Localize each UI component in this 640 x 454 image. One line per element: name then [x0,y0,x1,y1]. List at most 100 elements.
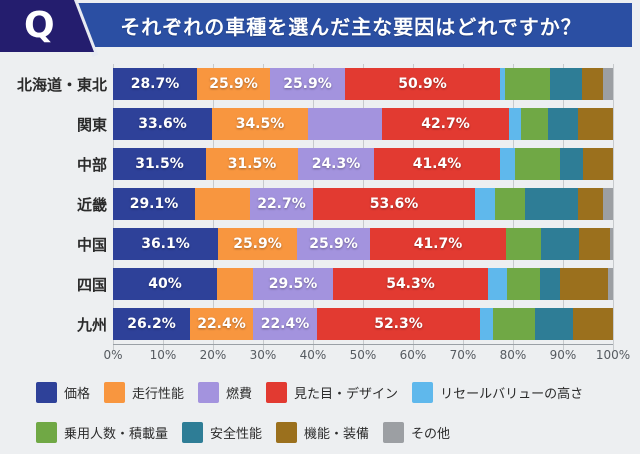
bar-segment-performance [195,188,250,220]
chart-row: 中国 36.1% 25.9% 25.9% 41.7% [0,224,640,264]
bar-segment-value: 31.5% [135,156,184,172]
bar-segment-value: 52.3% [374,316,423,332]
bar-segment-fuel: 29.5% [253,268,333,300]
x-tick-label: 100% [595,348,631,362]
legend-item-other: その他 [383,421,451,443]
legend-item-design: 見た目・デザイン [266,381,399,403]
bar-segment-fuel: 22.7% [250,188,313,220]
bar-segment-value: 22.7% [257,196,306,212]
stacked-bar: 26.2% 22.4% 22.4% 52.3% [113,308,613,340]
stacked-bar: 33.6% 34.5% 42.7% [113,108,613,140]
legend-swatch-price [36,381,57,403]
legend-swatch-other [383,421,405,443]
bar-segment-performance [217,268,253,300]
bar-segment-safety [548,108,578,140]
bar-segment-value: 54.3% [386,276,435,292]
bar-segment-fuel: 25.9% [297,228,370,260]
chart-row: 四国 40% 29.5% 54.3% [0,264,640,304]
bar-segment-design: 41.7% [370,228,506,260]
bar-segment-design: 50.9% [345,68,500,100]
region-label: 四国 [76,275,107,294]
legend-swatch-safety [182,421,204,443]
bar-segment-safety [560,148,583,180]
bar-segment-capacity [506,228,541,260]
bar-segment-capacity [505,68,550,100]
legend-label: 乗用人数・積載量 [64,426,169,442]
bar-segment-performance: 22.4% [190,308,253,340]
x-tick-label: 80% [499,348,527,362]
region-label: 中国 [76,235,107,254]
bar-segment-design: 52.3% [317,308,480,340]
bar-segment-value: 53.6% [369,196,419,212]
bar-segment-other [603,188,613,220]
bar-segment-resale [479,308,493,340]
x-tick-label: 20% [199,348,227,362]
bar-segment-performance: 25.9% [197,68,270,100]
legend-row: 乗用人数・積載量 安全性能 機能・装備 その他 [36,412,640,452]
stacked-bar: 36.1% 25.9% 25.9% 41.7% [113,228,613,260]
legend-item-performance: 走行性能 [104,381,185,403]
chart-row: 関東 33.6% 34.5% 42.7% [0,104,640,144]
x-tick-label: 0% [103,348,123,362]
chart-row: 九州 26.2% 22.4% 22.4% 52.3% [0,304,640,344]
legend-swatch-resale [412,381,434,403]
bar-segment-value: 26.2% [127,316,176,332]
x-axis-ticks: 0% 10% 20% 30% 40% 50% 60% 70% 80% 90% 100% [103,348,630,366]
legend-label: 安全性能 [210,426,263,442]
bar-segment-safety [540,268,560,300]
region-label: 中部 [76,155,107,174]
title-banner: それぞれの車種を選んだ主な要因はどれですか？ [0,3,632,47]
region-label: 北海道・東北 [16,75,107,94]
bar-segment-features [578,188,603,220]
bar-segment-value: 34.5% [235,116,285,132]
bar-segment-value: 25.9% [309,236,358,252]
bar-segment-safety [541,228,579,260]
x-tick-label: 10% [149,348,177,362]
stacked-bar: 29.1% 22.7% 53.6% [113,188,613,220]
bar-segment-resale [500,68,505,100]
bar-segment-safety [525,188,578,220]
bar-segment-capacity [492,308,535,340]
chart-row: 北海道・東北 28.7% 25.9% 25.9% 50.9% [0,64,640,104]
header: それぞれの車種を選んだ主な要因はどれですか？ Q [0,0,640,57]
x-tick-label: 30% [249,348,277,362]
legend: 価格 走行性能 燃費 見た目・デザイン リセールバリューの高さ 乗用人数・積載量 安全性能 機… [0,372,640,452]
bar-segment-value: 40% [148,276,182,292]
bar-segment-capacity [495,188,525,220]
legend-label: その他 [411,426,451,442]
legend-label: リセールバリューの高さ [440,386,584,402]
legend-swatch-capacity [36,421,57,443]
stacked-bar: 28.7% 25.9% 25.9% 50.9% [113,68,613,100]
legend-swatch-performance [104,381,126,403]
region-label: 近畿 [76,195,107,214]
legend-row: 価格 走行性能 燃費 見た目・デザイン リセールバリューの高さ [36,372,640,412]
bar-segment-value: 41.7% [413,236,463,252]
legend-label: 価格 [64,386,91,402]
bar-segment-performance: 31.5% [206,148,298,180]
x-tick-label: 60% [399,348,427,362]
bar-segment-value: 42.7% [421,116,470,132]
bar-segment-price: 40% [113,268,217,300]
bar-segment-fuel: 22.4% [253,308,317,340]
legend-item-price: 価格 [36,381,91,403]
bar-segment-value: 29.1% [129,196,179,212]
bar-segment-features [582,68,603,100]
bar-segment-performance: 25.9% [218,228,297,260]
bar-segment-features [579,228,610,260]
bar-segment-value: 25.9% [209,76,258,92]
bar-segment-fuel [308,108,382,140]
legend-label: 見た目・デザイン [294,386,399,402]
bar-segment-value: 29.5% [268,276,318,292]
region-label: 九州 [76,315,107,334]
bar-segment-price: 36.1% [113,228,218,260]
bar-segment-price: 29.1% [113,188,195,220]
chart-row: 近畿 29.1% 22.7% 53.6% [0,184,640,224]
bar-segment-value: 22.4% [260,316,310,332]
legend-label: 走行性能 [132,386,185,402]
bar-segment-resale [509,108,521,140]
bar-segment-design: 54.3% [333,268,488,300]
legend-item-features: 機能・装備 [276,421,369,443]
bar-segment-fuel: 24.3% [298,148,374,180]
bar-segment-value: 41.4% [412,156,462,172]
bar-segment-safety [534,308,573,340]
